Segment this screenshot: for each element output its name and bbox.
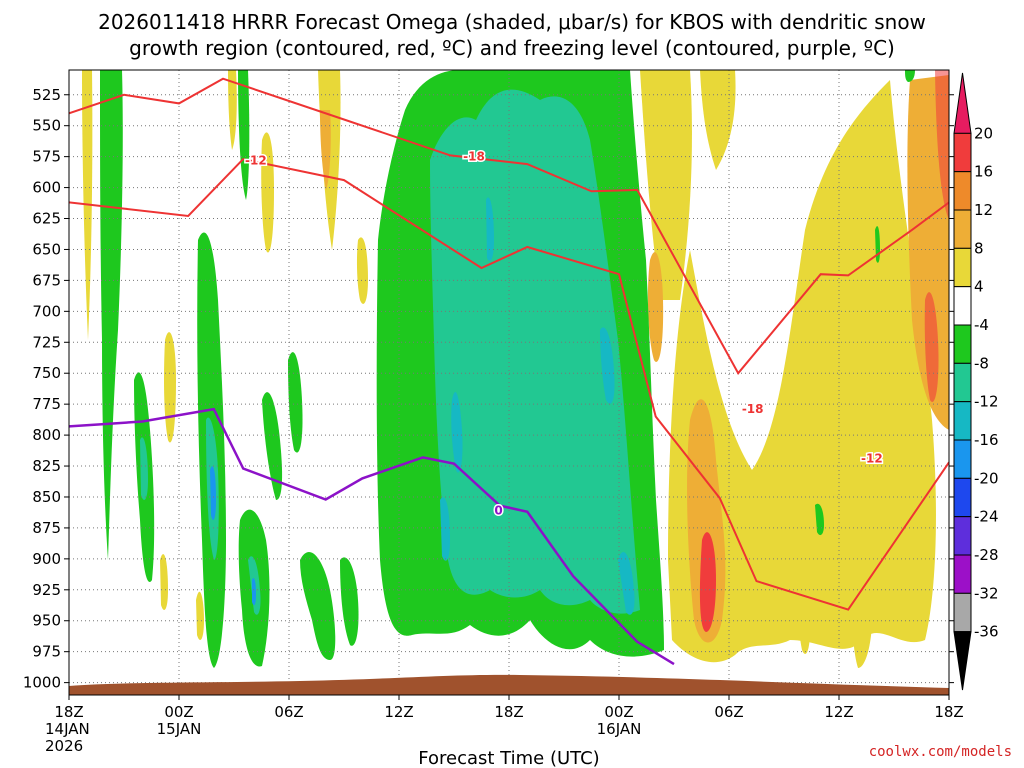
freezing-level-contour <box>69 407 675 666</box>
dgz-contour-label: -18 <box>742 402 764 416</box>
colorbar-band <box>953 209 972 249</box>
dgz-contour-label: -12 <box>245 153 267 167</box>
x-tick-label: 14JAN <box>45 720 90 738</box>
grid-lines <box>69 70 949 695</box>
y-tick-label: 875 <box>32 519 61 537</box>
y-tick-label: 800 <box>32 426 61 444</box>
teal-main-column <box>430 89 640 614</box>
yellow-region-late <box>668 80 936 663</box>
freezing-level-label: 0 <box>494 504 502 518</box>
contour-lines <box>69 77 949 666</box>
colorbar-band <box>953 554 972 594</box>
dgz-contour-label: -12 <box>861 452 883 466</box>
y-tick-label: 675 <box>32 271 61 289</box>
credit-text: coolwx.com/models <box>869 744 1012 760</box>
y-tick-label: 825 <box>32 457 61 475</box>
y-tick-label: 900 <box>32 550 61 568</box>
colorbar-top-arrow <box>953 72 972 134</box>
y-tick-label: 550 <box>32 117 61 135</box>
colorbar-label: -36 <box>974 623 999 641</box>
colorbar-label: 20 <box>974 124 993 142</box>
colorbar-band <box>953 362 972 403</box>
x-tick-label: 12Z <box>824 703 853 721</box>
colorbar-label: 16 <box>974 163 993 181</box>
colorbar-bottom-arrow <box>953 631 972 691</box>
y-tick-label: 525 <box>32 86 61 104</box>
x-tick-label: 18Z <box>494 703 523 721</box>
x-tick-label: 06Z <box>714 703 743 721</box>
colorbar-band <box>953 401 972 441</box>
yellow-region-top <box>700 70 736 170</box>
colorbar-band <box>953 516 972 556</box>
y-tick-label: 575 <box>32 148 61 166</box>
chart-title-line1: 2026011418 HRRR Forecast Omega (shaded, … <box>98 10 926 34</box>
colorbar-label: 8 <box>974 239 984 257</box>
colorbar-band <box>953 132 972 173</box>
x-tick-label: 16JAN <box>597 720 642 738</box>
x-tick-label: 06Z <box>274 703 303 721</box>
colorbar-label: -4 <box>974 316 989 334</box>
y-tick-label: 975 <box>32 643 61 661</box>
x-tick-label: 12Z <box>384 703 413 721</box>
y-tick-label: 1000 <box>23 674 61 692</box>
colorbar-band <box>953 247 972 288</box>
colorbar-band <box>953 477 972 518</box>
x-tick-label: 15JAN <box>157 720 202 738</box>
x-tick-label: 2026 <box>45 737 83 755</box>
colorbar-label: -16 <box>974 431 999 449</box>
yellow-blob-small <box>798 596 810 654</box>
colorbar-band <box>953 286 972 326</box>
x-tick-label: 00Z <box>164 703 193 721</box>
colorbar: 20 16 12 8 4 -4 -8 -12 -16 -20 -24 -28 -32 -36 <box>953 72 999 691</box>
colorbar-label: -32 <box>974 584 999 602</box>
y-tick-label: 750 <box>32 364 61 382</box>
y-tick-label: 650 <box>32 240 61 258</box>
colorbar-band <box>953 592 972 633</box>
y-tick-label: 725 <box>32 333 61 351</box>
colorbar-band <box>953 324 972 364</box>
dgz-contour-minus12 <box>69 158 949 611</box>
y-tick-label: 950 <box>32 612 61 630</box>
colorbar-label: 4 <box>974 278 984 296</box>
yellow-region-upper-late <box>640 70 692 300</box>
x-tick-label: 18Z <box>54 703 83 721</box>
dgz-contour-minus18 <box>69 77 949 375</box>
red-region-core <box>699 532 716 632</box>
y-tick-label: 775 <box>32 395 61 413</box>
colorbar-label: -8 <box>974 354 989 372</box>
colorbar-label: -24 <box>974 508 999 526</box>
y-tick-label: 850 <box>32 488 61 506</box>
chart-title-line2: growth region (contoured, red, ºC) and f… <box>129 36 895 60</box>
colorbar-band <box>953 439 972 479</box>
x-axis-title: Forecast Time (UTC) <box>418 748 599 768</box>
x-tick-label: 00Z <box>604 703 633 721</box>
x-tick-label: 18Z <box>934 703 963 721</box>
contour-labels: -12 -18 -18 -12 0 <box>244 148 885 519</box>
rising-motion-regions <box>100 70 915 668</box>
terrain-ground <box>69 674 949 695</box>
y-tick-label: 600 <box>32 179 61 197</box>
sinking-motion-regions <box>640 70 949 668</box>
orange-region-right <box>907 75 949 430</box>
colorbar-label: -28 <box>974 546 999 564</box>
y-tick-label: 925 <box>32 581 61 599</box>
colorbar-label: -12 <box>974 393 999 411</box>
red-streak-right <box>935 70 949 220</box>
red-streak-right-mid <box>924 292 939 402</box>
colorbar-label: 12 <box>974 201 993 219</box>
omega-shading <box>69 70 949 695</box>
y-tick-label: 700 <box>32 302 61 320</box>
orange-streak-upper <box>647 252 664 362</box>
y-tick-label: 625 <box>32 210 61 228</box>
dgz-contour-label: -18 <box>463 150 485 164</box>
y-axis: 525 550 575 600 625 650 675 700 725 750 775 800 825 8… <box>23 86 954 692</box>
colorbar-band <box>953 171 972 211</box>
colorbar-label: -20 <box>974 469 999 487</box>
